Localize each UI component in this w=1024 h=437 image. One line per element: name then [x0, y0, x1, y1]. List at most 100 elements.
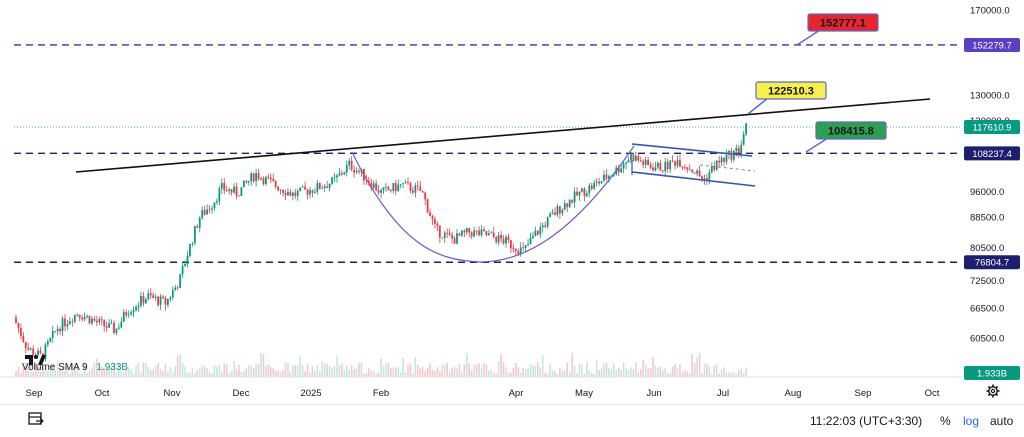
candle-body-284	[710, 166, 713, 173]
volume-bar-39	[110, 365, 113, 377]
candle-172	[436, 221, 439, 232]
candle-49	[135, 304, 137, 312]
candle-body-172	[436, 223, 439, 226]
volume-bar-67	[179, 353, 181, 377]
candle-95	[247, 180, 250, 186]
volume-bar-262	[657, 367, 659, 377]
candle-body-59	[159, 296, 162, 305]
candle-body-12	[44, 344, 47, 359]
candle-body-184	[465, 228, 468, 233]
candle-body-272	[681, 166, 684, 168]
candle-15	[51, 325, 54, 343]
candle-body-94	[245, 180, 248, 183]
volume-bar-121	[311, 365, 314, 377]
candle-269	[674, 160, 676, 170]
candle-body-269	[674, 161, 676, 166]
candle-286	[715, 159, 718, 171]
volume-bar-123	[316, 364, 319, 377]
volume-bar-115	[296, 365, 299, 377]
candle-body-179	[453, 238, 456, 244]
volume-bar-78	[206, 368, 208, 377]
candle-body-296	[740, 144, 743, 154]
candle-body-135	[345, 165, 348, 173]
candle-body-99	[257, 173, 260, 180]
candle-body-294	[735, 147, 738, 152]
price-chart[interactable]: 170000.0130000.0120000.096000.088500.080…	[0, 0, 1024, 404]
candle-body-109	[282, 189, 284, 193]
volume-bar-248	[622, 362, 625, 377]
volume-bar-233	[586, 361, 588, 377]
candle-body-240	[603, 174, 605, 182]
auto-scale-toggle[interactable]: auto	[990, 414, 1014, 428]
candle-body-62	[167, 298, 169, 305]
candle-body-37	[105, 326, 108, 328]
percent-scale-toggle[interactable]: %	[940, 414, 951, 428]
volume-bar-243	[610, 369, 613, 377]
clock-readout[interactable]: 11:22:03 (UTC+3:30)	[810, 414, 923, 428]
volume-indicator-label[interactable]: Volume SMA 9 1.933B	[22, 362, 128, 373]
candle-290	[725, 149, 728, 165]
volume-bar-40	[113, 363, 115, 377]
candle-244	[612, 172, 615, 178]
candle-body-3	[22, 335, 25, 343]
volume-bar-130	[333, 365, 336, 377]
price-label-bg-3	[964, 255, 1020, 270]
candle-body-138	[353, 169, 355, 173]
volume-bar-94	[245, 368, 248, 377]
price-label-4: 1.933B	[977, 369, 1007, 380]
candle-222	[559, 206, 561, 220]
candle-188	[475, 229, 478, 236]
x-tick-label-5: Feb	[373, 388, 389, 399]
volume-bar-160	[407, 364, 409, 377]
volume-bar-226	[568, 371, 571, 377]
candle-body-58	[157, 296, 159, 305]
candle-186	[470, 231, 473, 240]
candle-body-266	[666, 161, 669, 170]
candle-body-291	[728, 150, 730, 155]
volume-bar-18	[59, 368, 61, 377]
candle-body-149	[380, 190, 382, 193]
candle-body-267	[669, 160, 672, 170]
candle-278	[696, 168, 698, 177]
candle-39	[110, 319, 113, 325]
candle-body-164	[416, 185, 419, 187]
candle-156	[397, 179, 400, 192]
candle-body-107	[277, 186, 280, 191]
volume-bar-53	[145, 362, 147, 377]
volume-bar-19	[61, 366, 64, 377]
candle-body-259	[649, 164, 652, 168]
candle-body-75	[198, 217, 201, 228]
volume-bar-42	[118, 363, 120, 377]
candle-body-113	[291, 192, 294, 196]
candle-65	[174, 284, 177, 291]
candle-body-248	[622, 163, 625, 169]
candle-body-61	[164, 297, 167, 305]
log-scale-toggle[interactable]: log	[963, 414, 980, 428]
volume-bar-98	[255, 363, 257, 377]
candle-53	[144, 297, 147, 305]
candle-239	[600, 180, 603, 184]
candle-body-231	[581, 188, 583, 192]
volume-bar-212	[534, 366, 537, 377]
candle-body-171	[434, 219, 436, 224]
candle-body-160	[407, 181, 409, 183]
candle-body-242	[608, 176, 610, 179]
go-to-date-icon[interactable]	[28, 412, 44, 426]
volume-bar-271	[679, 364, 681, 377]
candle-body-153	[389, 190, 392, 191]
candle-body-197	[497, 235, 500, 243]
candle-246	[617, 164, 620, 177]
candle-body-163	[414, 185, 417, 193]
candle-245	[615, 165, 618, 176]
candle-61	[164, 295, 167, 311]
candle-body-273	[683, 167, 686, 168]
candle-body-25	[76, 314, 79, 316]
candle-body-103	[267, 176, 270, 178]
volume-bar-269	[674, 363, 676, 377]
gear-icon[interactable]	[986, 384, 1000, 398]
candle-body-254	[637, 156, 640, 161]
candle-153	[389, 188, 392, 193]
volume-bar-239	[600, 368, 603, 377]
candle-body-261	[654, 167, 657, 171]
volume-bar-5	[27, 368, 30, 377]
